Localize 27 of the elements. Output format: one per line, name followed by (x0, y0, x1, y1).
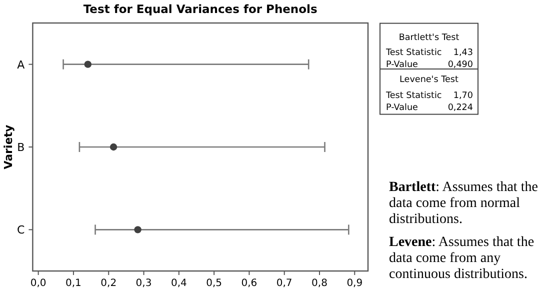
x-tick-label: 0,8 (312, 278, 328, 289)
x-tick-label: 0,3 (136, 278, 152, 289)
text: Levene's Test (400, 75, 459, 85)
text: Bartlett's Test (398, 33, 460, 43)
x-tick-label: 0,6 (241, 278, 258, 289)
x-tick-label: 0,9 (346, 278, 363, 289)
text: Test Statistic (385, 48, 442, 58)
y-tick-label: B (17, 141, 25, 154)
text: P-Value (386, 103, 418, 113)
text: 1,70 (453, 91, 474, 101)
x-tick-label: 0,2 (100, 278, 117, 289)
text: Test Statistic (385, 91, 442, 101)
text: Bartlett: Assumes that the data come from normal distributions. (389, 180, 539, 228)
text: P-Value (386, 60, 418, 70)
text: 1,43 (453, 48, 473, 58)
chart-title: Test for Equal Variances for Phenols (83, 2, 318, 16)
x-tick-label: 0,5 (206, 278, 222, 289)
text: 0,490 (448, 60, 474, 70)
y-tick-label: A (17, 58, 26, 72)
x-tick-label: 0,7 (276, 278, 292, 289)
y-tick-label: C (17, 224, 26, 237)
text: Levene: Assumes that the data come from any continuous distributions. (389, 235, 536, 283)
x-tick-label: 0,0 (30, 278, 46, 289)
x-tick-label: 0,4 (170, 278, 187, 289)
text: 0,224 (448, 103, 474, 113)
x-tick-label: 0,1 (66, 278, 82, 289)
y-axis-title: Variety (2, 124, 15, 170)
